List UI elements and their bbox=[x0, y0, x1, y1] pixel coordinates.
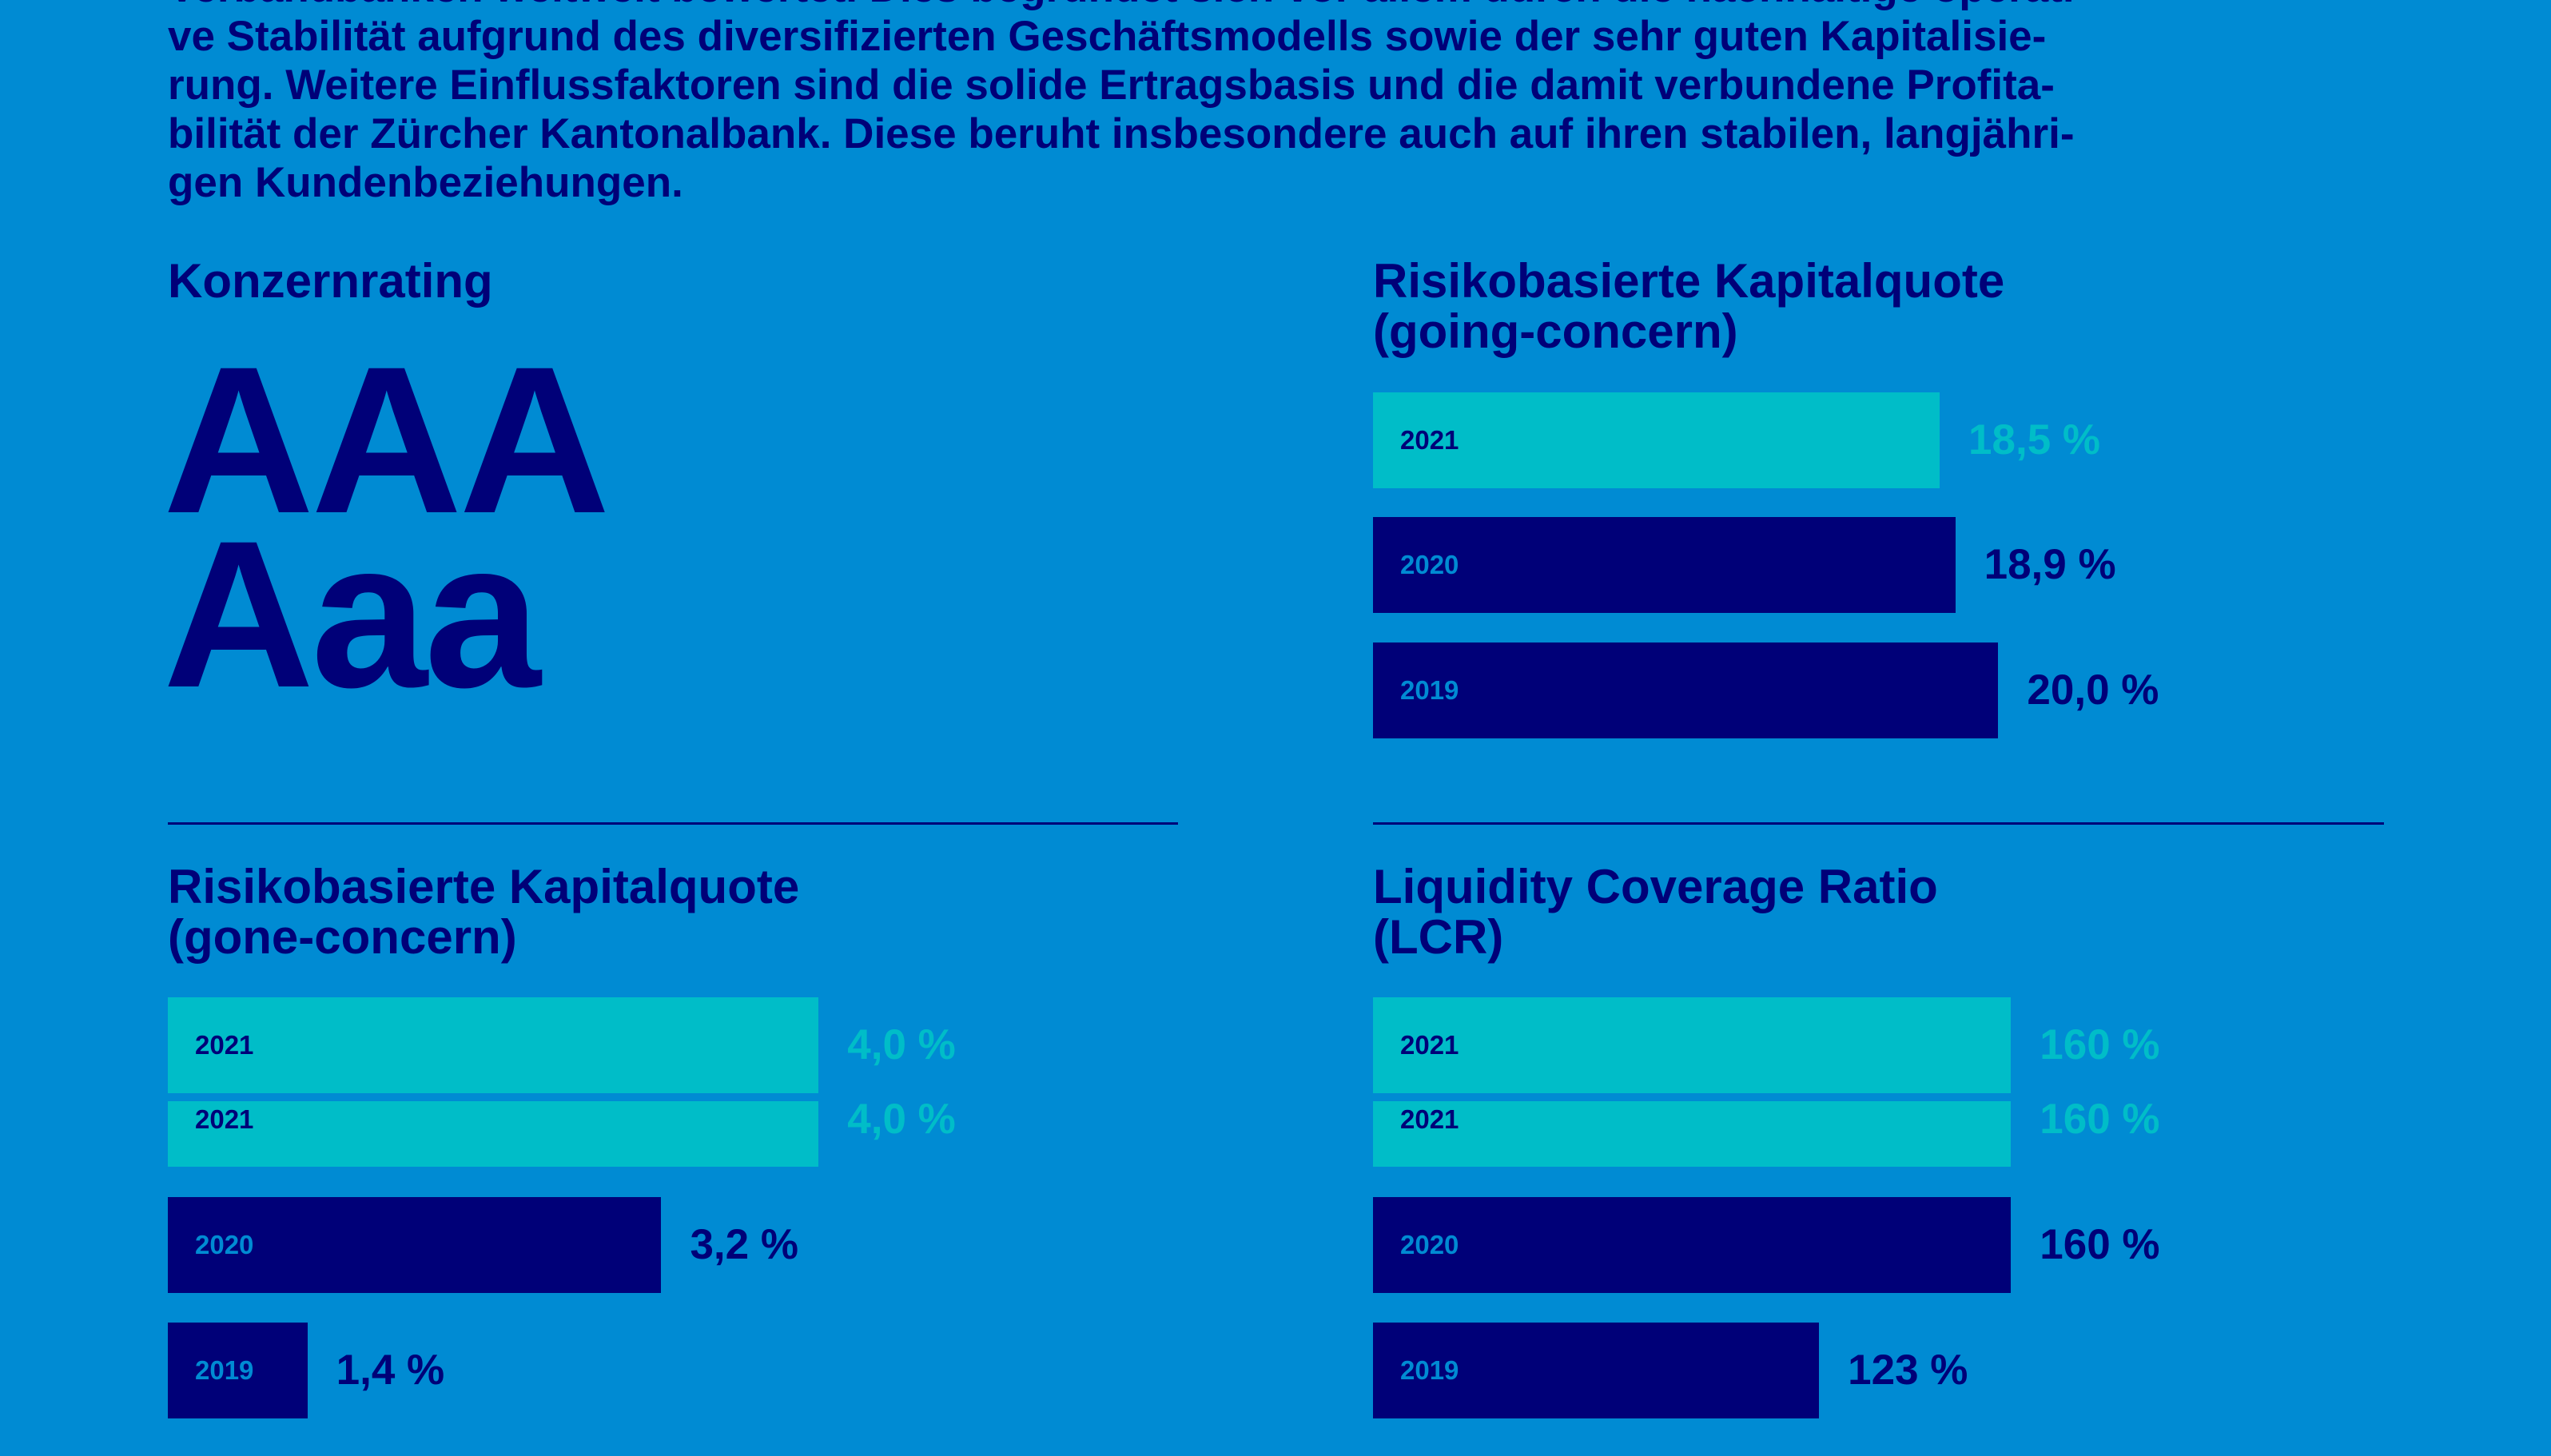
bar-year-label: 2021 bbox=[1400, 425, 1459, 455]
bar-2021 bbox=[1373, 392, 1940, 488]
intro-line: Verbandbanken weltweit bewertet. Dies be… bbox=[168, 0, 2088, 12]
divider-left bbox=[168, 822, 1178, 825]
title-line: (gone-concern) bbox=[168, 910, 517, 964]
bar-value-label: 160 % bbox=[2040, 1021, 2160, 1068]
bar-year-label: 2021 bbox=[195, 1030, 254, 1060]
bar-2020 bbox=[168, 1197, 662, 1293]
intro-paragraph: Verbandbanken weltweit bewertet. Dies be… bbox=[168, 0, 2088, 207]
bar-value-label: 18,5 % bbox=[1968, 416, 2101, 463]
intro-line: bilität der Zürcher Kantonalbank. Diese … bbox=[168, 110, 2075, 157]
bar-2019 bbox=[1373, 1323, 1820, 1418]
title-line: Liquidity Coverage Ratio bbox=[1373, 860, 1938, 913]
bar-2020 bbox=[1373, 1197, 2012, 1293]
intro-line: rung. Weitere Einflussfaktoren sind die … bbox=[168, 62, 2055, 109]
bar-value-label: 160 % bbox=[2040, 1096, 2160, 1143]
rating-sp: AAA bbox=[163, 323, 611, 557]
bar-year-label: 2021 bbox=[195, 1104, 254, 1134]
bar-year-label: 2019 bbox=[1400, 1355, 1459, 1385]
bar-2019 bbox=[168, 1323, 308, 1418]
intro-line: gen Kundenbeziehungen. bbox=[168, 159, 683, 206]
title-line: (going-concern) bbox=[1373, 304, 1738, 358]
bar-2019 bbox=[1373, 642, 1999, 738]
intro-line: ve Stabilität aufgrund des diversifizier… bbox=[168, 13, 2047, 60]
title-line: Risikobasierte Kapitalquote bbox=[168, 860, 800, 913]
bar-value-label: 20,0 % bbox=[2027, 666, 2159, 714]
bar-year-label: 2020 bbox=[195, 1230, 254, 1259]
bar-year-label: 2019 bbox=[195, 1355, 254, 1385]
bar-value-label: 4,0 % bbox=[847, 1096, 956, 1143]
rating-title: Konzernrating bbox=[168, 254, 493, 308]
bar-value-label: 4,0 % bbox=[847, 1021, 956, 1068]
bar-2021 bbox=[1373, 997, 2012, 1093]
bar-year-label: 2020 bbox=[1400, 1230, 1459, 1259]
bar-2021 bbox=[168, 997, 819, 1093]
title-line: (LCR) bbox=[1373, 910, 1504, 964]
title-line: Risikobasierte Kapitalquote bbox=[1373, 254, 2005, 308]
bar-value-label: 18,9 % bbox=[1984, 541, 2116, 588]
bar-value-label: 1,4 % bbox=[336, 1347, 445, 1394]
divider-right bbox=[1373, 822, 2384, 825]
bar-value-label: 160 % bbox=[2040, 1221, 2160, 1268]
bar-2021 bbox=[1373, 1101, 2012, 1167]
bar-year-label: 2021 bbox=[1400, 1104, 1459, 1134]
chart-gone-concern-title: Risikobasierte Kapitalquote (gone-concer… bbox=[168, 861, 799, 962]
bar-year-label: 2021 bbox=[1400, 1030, 1459, 1060]
bar-year-label: 2020 bbox=[1400, 550, 1459, 579]
chart-lcr-title: Liquidity Coverage Ratio (LCR) bbox=[1373, 861, 1938, 962]
bar-value-label: 3,2 % bbox=[690, 1221, 798, 1268]
chart-going-concern-title: Risikobasierte Kapitalquote (going-conce… bbox=[1373, 256, 2004, 356]
bar-value-label: 123 % bbox=[1848, 1347, 1968, 1394]
bar-year-label: 2019 bbox=[1400, 675, 1459, 705]
rating-moodys: Aaa bbox=[163, 497, 541, 731]
bar-2020 bbox=[1373, 517, 1956, 613]
bar-2021 bbox=[168, 1101, 819, 1167]
